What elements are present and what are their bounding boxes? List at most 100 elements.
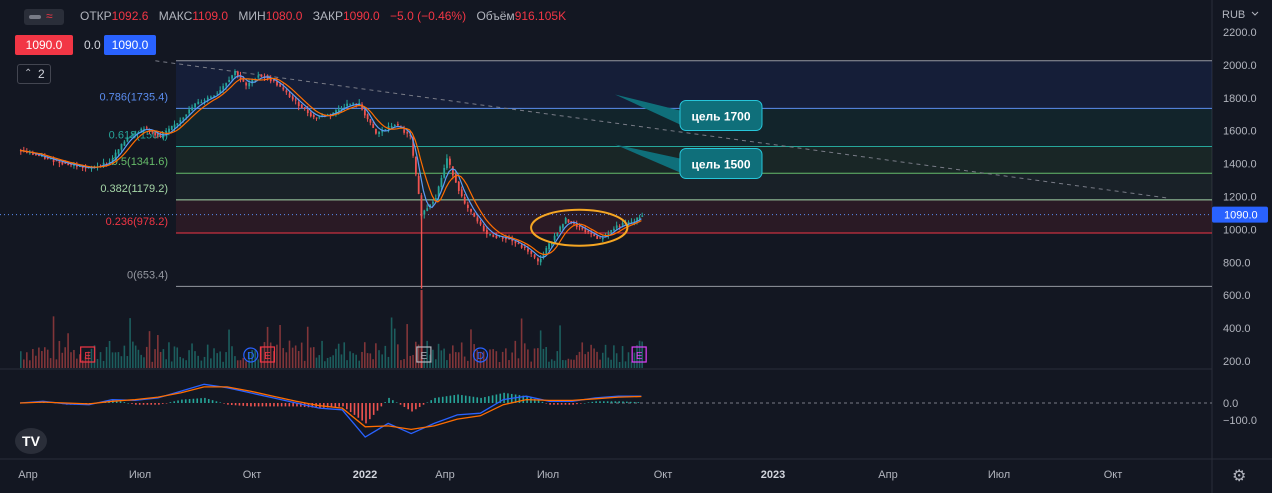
symbol-toggle-button[interactable]: ≈ [24,9,64,25]
gear-icon[interactable]: ⚙ [1232,468,1247,485]
volume-bar [627,352,630,368]
volume-bar [64,347,66,368]
volume-bar [206,344,209,368]
collapse-indicators-button[interactable]: ⌃ 2 [17,64,51,84]
candle-body [409,134,412,137]
macd-histogram-bar [150,403,153,405]
macd-histogram-bar [441,396,444,403]
candle-body [366,114,369,120]
sell-button[interactable]: 1090.0 [15,35,73,55]
time-tick: 2023 [761,469,785,481]
candle-body [372,124,375,128]
candle-body [294,99,297,101]
candle-body [340,108,343,110]
event-marker-e: E [416,346,432,363]
tradingview-logo[interactable]: TV [15,428,47,454]
volume-bar [482,351,485,368]
volume-bar [372,359,374,368]
macd-histogram-bar [269,403,271,407]
volume-bar [297,350,300,368]
volume-bar [545,347,547,368]
candle-body [553,235,556,241]
candle-body [251,79,254,84]
volume-bar [90,348,93,368]
candle-body [335,110,337,113]
macd-histogram-bar [449,395,452,403]
volume-bar [463,356,466,368]
volume-bar [346,360,348,368]
macd-histogram-bar [556,403,559,405]
candle-body [73,164,75,166]
candle-body [318,116,321,118]
candle-body [78,166,81,168]
macd-histogram-bar [334,403,337,407]
volume-bar [272,351,275,368]
macd-histogram-bar [537,400,540,403]
macd-histogram-bar [323,403,325,408]
macd-histogram-bar [384,402,386,403]
volume-bar [337,343,340,368]
volume-bar [76,358,78,368]
macd-histogram-bar [434,397,436,403]
candle-body [126,137,129,142]
macd-histogram-bar [250,403,252,407]
volume-bar [587,351,589,368]
volume-bar [43,347,46,368]
candle-body [185,114,188,117]
price-tick: 200.0 [1223,356,1251,368]
volume-bar [239,360,242,368]
volume-bar [517,358,520,368]
macd-histogram-bar [518,395,521,403]
candle-body [463,197,466,204]
macd-histogram-bar [610,401,613,403]
macd-histogram-bar [484,397,486,403]
candle-body [495,235,498,238]
ohlc-legend: ОТКР1092.6 МАКС1109.0 МИН1080.0 ЗАКР1090… [80,9,566,23]
macd-histogram-bar [438,397,440,403]
price-tick: 1000.0 [1223,224,1257,236]
macd-histogram-bar [599,401,601,403]
candle-body [312,114,315,118]
volume-bar [610,359,612,368]
trendline [155,60,1169,199]
candle-body [390,126,393,128]
fib-label-0.786: 0.786(1735.4) [100,91,169,103]
volume-bar [434,359,437,368]
volume-bar [248,352,250,368]
macd-histogram-bar [395,402,398,403]
volume-bar [599,359,601,368]
indicator-count: 2 [38,67,45,81]
buy-button[interactable]: 1090.0 [104,35,156,55]
volume-bar [621,346,624,368]
volume-bar [123,345,126,368]
volume-bar [315,357,318,368]
macd-histogram-bar [165,403,168,404]
event-box [631,346,647,363]
candle-body [173,124,176,128]
last-price-label: 1090.0 [1224,210,1258,222]
volume-bar [242,357,245,368]
candle-body [457,181,460,191]
candle-body [599,237,602,239]
volume-bar [70,352,72,368]
volume-bar [505,348,507,368]
volume-bar [400,360,402,368]
volume-bar [257,359,260,368]
macd-histogram-bar [388,397,390,403]
candle-body [206,97,209,100]
volume-bar [300,342,303,368]
minus-icon [29,15,41,19]
macd-histogram-bar [545,403,548,404]
volume-bar [415,341,417,368]
macd-histogram-bar [207,399,210,403]
candle-body [332,112,335,115]
macd-histogram-bar [273,403,275,407]
change-value: −5.0 (−0.46%) [390,9,467,23]
volume-bar [369,353,372,368]
volume-bar [191,343,193,368]
volume-bar [105,347,108,368]
volume-bar [276,344,278,368]
price-tick: 1600.0 [1223,126,1257,138]
